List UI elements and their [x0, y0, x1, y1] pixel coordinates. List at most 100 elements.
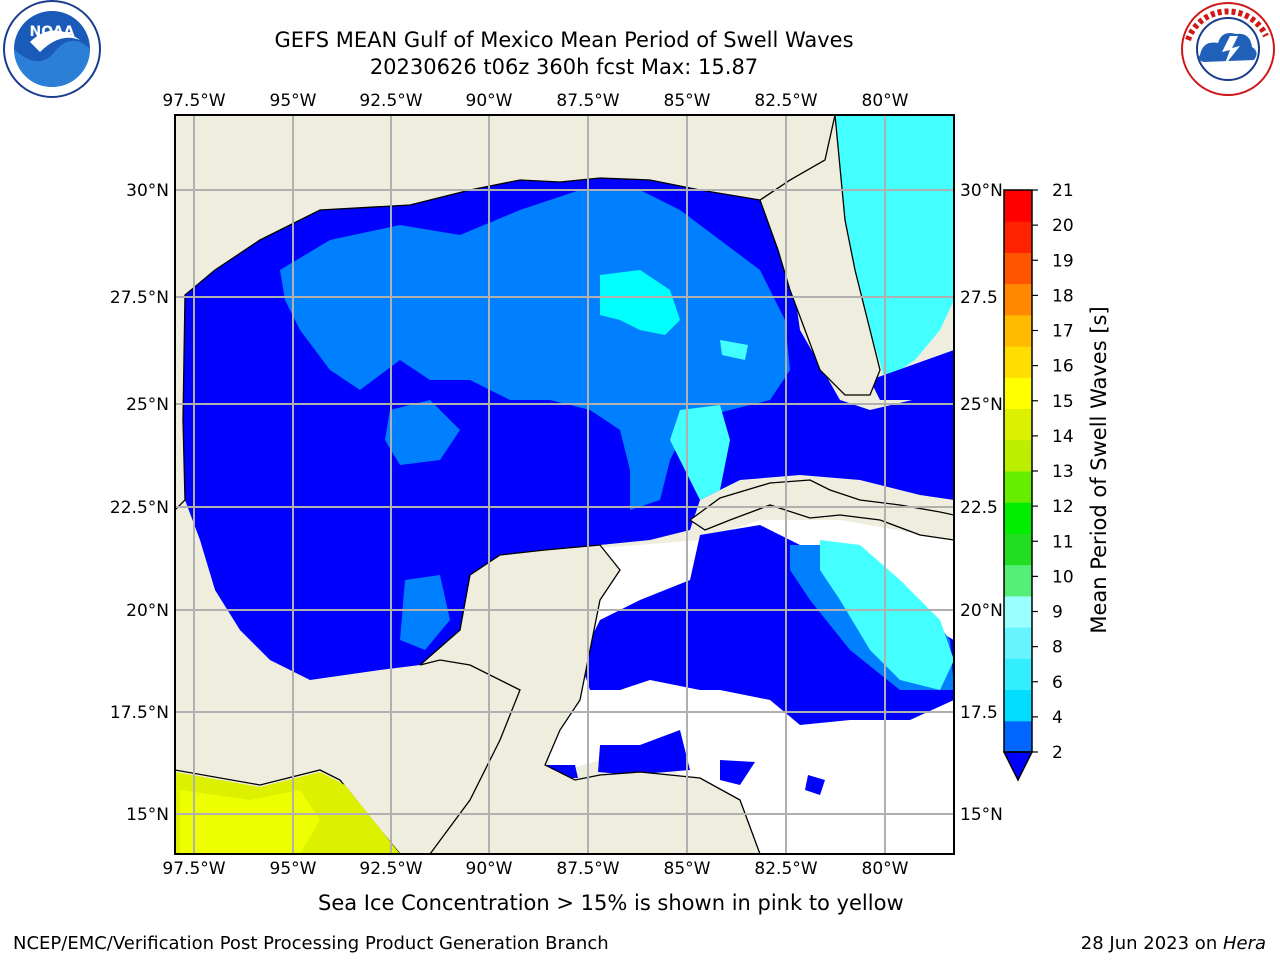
- colorbar-tick-label: 21: [1052, 181, 1074, 201]
- lat-labels-left: 30°N 27.5°N 25°N 22.5°N 20°N 17.5°N 15°N: [110, 181, 169, 825]
- map-area: [175, 115, 954, 854]
- lon-labels-bottom: 97.5°W 95°W 92.5°W 90°W 87.5°W 85°W 82.5…: [162, 859, 908, 879]
- colorbar-tick-label: 8: [1052, 638, 1063, 658]
- colorbar-segment: [1004, 439, 1032, 472]
- lon-labels-top: 97.5°W 95°W 92.5°W 90°W 87.5°W 85°W 82.5…: [162, 91, 908, 111]
- nws-logo-icon: [1181, 2, 1275, 96]
- lon-label: 90°W: [466, 859, 513, 879]
- map-frame: [174, 114, 955, 855]
- lon-label: 82.5°W: [754, 859, 817, 879]
- lon-label: 92.5°W: [359, 859, 422, 879]
- lon-label: 95°W: [270, 859, 317, 879]
- lon-label: 97.5°W: [162, 859, 225, 879]
- colorbar-segment: [1004, 564, 1032, 597]
- caribbean-swell-cyan: [820, 540, 954, 690]
- swell-patch-cyan-north: [600, 270, 680, 335]
- colorbar-segment: [1004, 595, 1032, 628]
- lon-label: 97.5°W: [162, 91, 225, 111]
- lat-label: 27.5°N: [110, 288, 169, 308]
- lat-label: 30°N: [960, 181, 1003, 201]
- lon-label: 85°W: [664, 859, 711, 879]
- atlantic-swell-2s: [870, 350, 954, 400]
- caribbean-patch-a: [598, 730, 690, 775]
- colorbar-tick-label: 6: [1052, 673, 1063, 693]
- lat-label: 22.5: [960, 498, 998, 518]
- chart-title: GEFS MEAN Gulf of Mexico Mean Period of …: [274, 28, 854, 52]
- colorbar-tick-label: 18: [1052, 286, 1074, 306]
- noaa-logo-icon: NOAA: [3, 0, 101, 98]
- footer-machine: Hera: [1222, 933, 1266, 954]
- lon-label: 85°W: [664, 91, 711, 111]
- lon-label: 87.5°W: [556, 859, 619, 879]
- colorbar-tick-label: 2: [1052, 743, 1063, 763]
- colorbar-segment: [1004, 627, 1032, 659]
- colorbar-segment: [1004, 658, 1032, 691]
- lat-label: 15°N: [960, 805, 1003, 825]
- footer-date-text: 28 Jun 2023 on: [1080, 933, 1223, 954]
- colorbar-tick-label: 16: [1052, 357, 1074, 377]
- lon-label: 82.5°W: [754, 91, 817, 111]
- lat-label: 17.5°N: [110, 703, 169, 723]
- swell-patch-southwest: [400, 575, 450, 650]
- colorbar-segment: [1004, 720, 1032, 753]
- colorbar-segment: [1004, 252, 1032, 285]
- sea-ice-note: Sea Ice Concentration > 15% is shown in …: [318, 891, 904, 915]
- colorbar-extend-triangle: [1002, 751, 1034, 782]
- swell-zone-2-4s: [280, 190, 790, 510]
- footer-credit: NCEP/EMC/Verification Post Processing Pr…: [13, 933, 609, 954]
- pacific-yellow-inner: [180, 790, 320, 854]
- lat-label: 15°N: [126, 805, 169, 825]
- caribbean-swell-2s: [580, 525, 954, 725]
- lon-label: 95°W: [270, 91, 317, 111]
- colorbar-tick-label: 19: [1052, 251, 1074, 271]
- colorbar-tick-label: 20: [1052, 216, 1074, 236]
- swell-patch-cyan-south: [670, 405, 730, 500]
- colorbar-segment: [1004, 314, 1032, 347]
- colorbar-segment: [1004, 190, 1032, 222]
- lon-label: 92.5°W: [359, 91, 422, 111]
- colorbar-tick-label: 17: [1052, 322, 1074, 342]
- noaa-logo-text: NOAA: [30, 24, 75, 40]
- chart-subtitle: 20230626 t06z 360h fcst Max: 15.87: [369, 55, 759, 79]
- caribbean-patch-d: [805, 775, 825, 795]
- graticule: [175, 115, 954, 854]
- colorbar-tick-label: 10: [1052, 567, 1074, 587]
- colorbar-segment: [1004, 408, 1032, 441]
- lon-label: 87.5°W: [556, 91, 619, 111]
- lat-label: 20°N: [960, 601, 1003, 621]
- atlantic-swell-6s: [835, 115, 954, 380]
- colorbar-segment: [1004, 221, 1032, 253]
- colorbar-segment: [1004, 377, 1032, 410]
- colorbar-label: Mean Period of Swell Waves [s]: [1087, 306, 1111, 633]
- colorbar: 2 4 6 8 9 10 11 12 13 14 15 16 17 18 19 20 21: [1002, 181, 1074, 782]
- colorbar-segment: [1004, 346, 1032, 378]
- colorbar-tick-label: 12: [1052, 497, 1074, 517]
- colorbar-tick-label: 9: [1052, 603, 1063, 623]
- lat-label: 27.5: [960, 288, 998, 308]
- colorbar-segment: [1004, 283, 1032, 316]
- colorbar-segment: [1004, 471, 1032, 503]
- colorbar-tick-label: 11: [1052, 532, 1074, 552]
- colorbar-segment: [1004, 533, 1032, 566]
- colorbar-tick-label: 4: [1052, 708, 1063, 728]
- colorbar-segment: [1004, 689, 1032, 722]
- lat-label: 30°N: [126, 181, 169, 201]
- swell-patch-cyan-small: [720, 340, 748, 360]
- footer-date: 28 Jun 2023 on Hera: [1081, 933, 1266, 954]
- lat-labels-right: 30°N 27.5 25°N 22.5 20°N 17.5 15°N: [960, 181, 1003, 825]
- colorbar-tick-label: 13: [1052, 462, 1074, 482]
- lat-label: 17.5: [960, 703, 998, 723]
- swell-patch-west: [385, 400, 460, 465]
- colorbar-tick-label: 15: [1052, 392, 1074, 412]
- lon-label: 80°W: [862, 859, 909, 879]
- lat-label: 22.5°N: [110, 498, 169, 518]
- lat-label: 20°N: [126, 601, 169, 621]
- lat-label: 25°N: [960, 395, 1003, 415]
- caribbean-patch-c: [720, 760, 755, 785]
- lon-label: 80°W: [862, 91, 909, 111]
- colorbar-segment: [1004, 502, 1032, 534]
- lon-label: 90°W: [466, 91, 513, 111]
- colorbar-tick-label: 14: [1052, 427, 1074, 447]
- lat-label: 25°N: [126, 395, 169, 415]
